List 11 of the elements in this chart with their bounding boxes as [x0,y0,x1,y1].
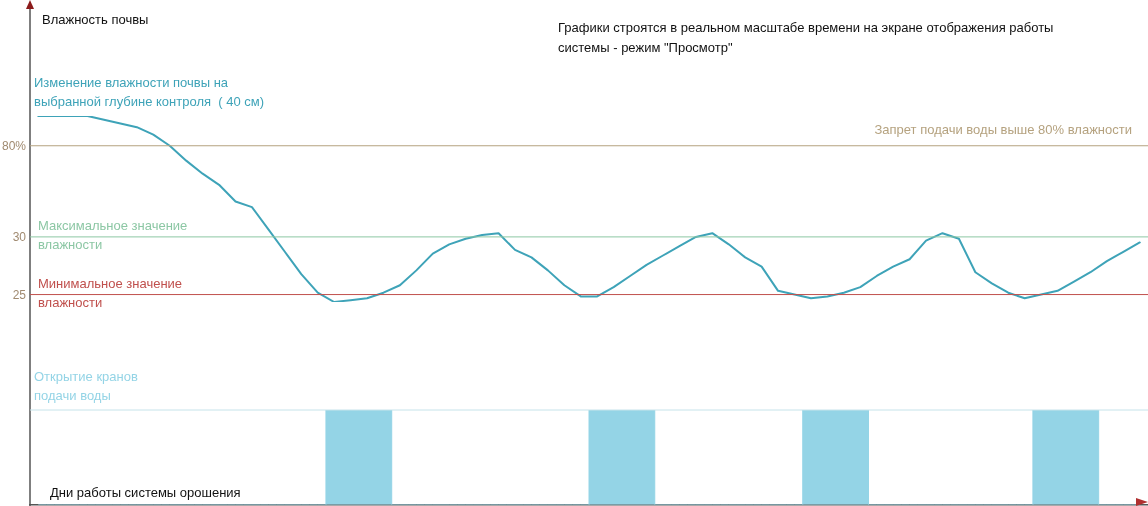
text: 25 [12,287,27,302]
ref-line-label: Запрет подачи воды выше 80% влажности [874,121,1132,137]
y-axis-title: Влажность почвы [42,12,149,27]
series-label: Изменение влажности почвы на выбранной глубине контроля ( 40 см) [34,75,265,109]
text: Открытие кранов подачи воды [34,369,138,403]
text: 30 [12,229,27,244]
chart-title: Графики строятся в реальном масштабе времени на экране отображения работы системы - режим "Просмотр" [558,20,1054,55]
ref-line-label: Максимальное значение влажности [38,217,188,252]
x-axis-title: Дни работы системы орошения [50,484,241,500]
text: 80% [1,138,27,153]
ref-line-label: Минимальное значение влажности [38,275,183,310]
